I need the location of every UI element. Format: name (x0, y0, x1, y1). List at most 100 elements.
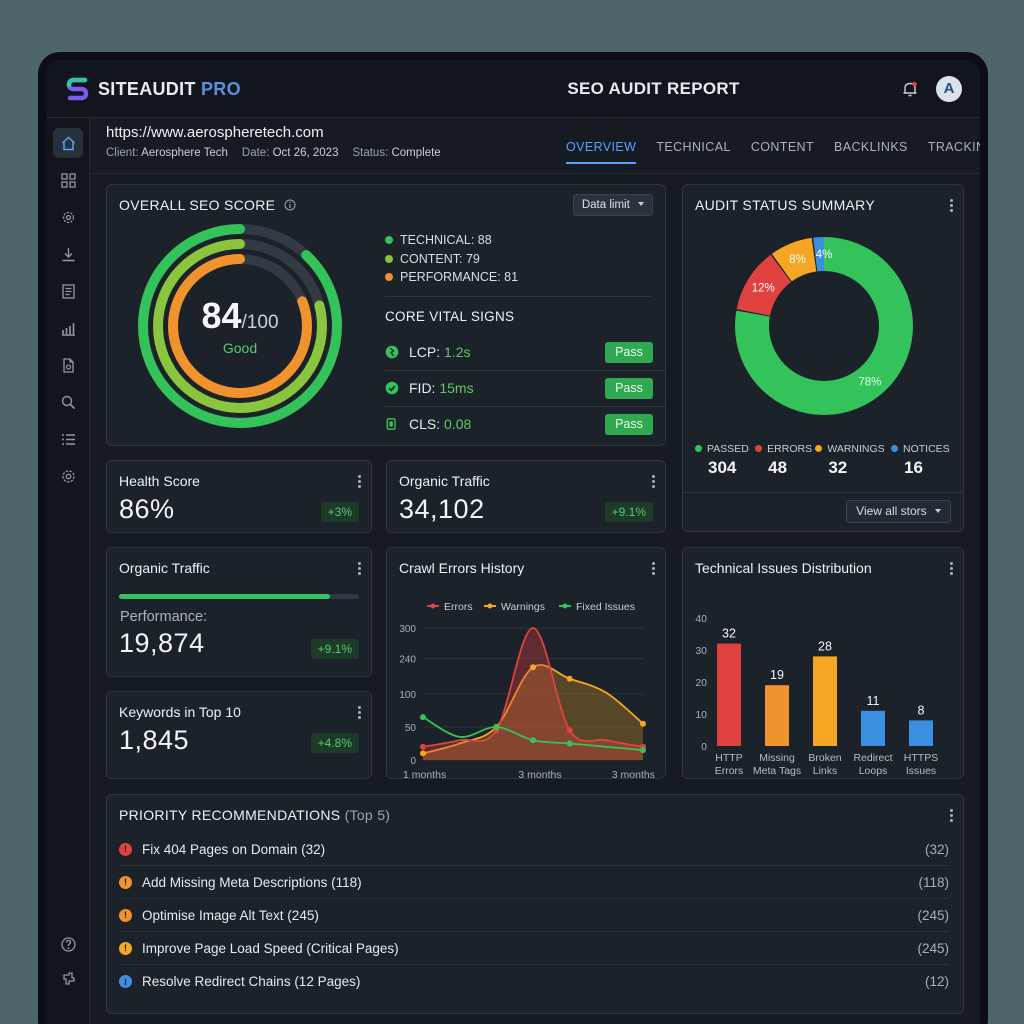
sidebar-download-icon[interactable] (53, 239, 83, 269)
performance-delta-badge: +9.1% (310, 639, 359, 659)
app-name: SITEAUDIT PRO (98, 78, 241, 99)
app-window: SITEAUDIT PRO SEO AUDIT REPORT A (46, 60, 980, 1024)
avatar[interactable]: A (936, 76, 962, 102)
recommendation-count: (118) (918, 874, 949, 890)
keywords-value: 1,845 (119, 725, 190, 755)
tab-content[interactable]: CONTENT (750, 140, 815, 154)
check-icon (385, 381, 399, 395)
more-options-icon[interactable] (357, 562, 361, 575)
recommendation-row[interactable]: ! Fix 404 Pages on Domain (32) (32) (119, 833, 949, 866)
sidebar-analytics-icon[interactable] (53, 313, 83, 343)
card-title: OVERALL SEO SCORE (119, 197, 296, 213)
data-point (493, 724, 500, 730)
info-icon[interactable] (284, 199, 296, 211)
more-options-icon[interactable] (651, 562, 655, 575)
audit-summary-card: AUDIT STATUS SUMMARY 78% 12% 8% 4% PASSED 30… (682, 184, 964, 532)
sidebar-list-icon[interactable] (53, 424, 83, 454)
alert-icon: ! (119, 908, 132, 922)
recommendation-text: Improve Page Load Speed (Critical Pages) (142, 940, 399, 956)
data-limit-dropdown[interactable]: Data limit (572, 194, 653, 216)
card-title: Health Score (119, 473, 200, 489)
alert-icon: ! (119, 842, 132, 856)
organic-traffic-delta-badge: +9.1% (604, 502, 653, 522)
tab-tracking[interactable]: TRACKING (927, 140, 980, 154)
report-tabs: OVERVIEW TECHNICAL CONTENT BACKLINKS TRA… (566, 140, 980, 164)
more-options-icon[interactable] (651, 475, 655, 488)
x-tick-label: 1 months (403, 769, 446, 778)
site-url[interactable]: https://www.aerospheretech.com (106, 124, 324, 141)
chevron-down-icon (638, 202, 644, 206)
card-title: Keywords in Top 10 (119, 704, 241, 720)
ring-content (153, 239, 327, 413)
keywords-card: Keywords in Top 10 1,845 +4.8% (106, 691, 372, 779)
tab-overview[interactable]: OVERVIEW (566, 140, 637, 164)
page-title: SEO AUDIT REPORT (567, 79, 740, 98)
data-point (566, 675, 573, 682)
sidebar-integrations-icon[interactable] (53, 963, 83, 993)
lcp-pass-badge: Pass (605, 342, 653, 363)
data-point (420, 743, 426, 750)
view-all-button[interactable]: View all stors (846, 500, 951, 523)
more-options-icon[interactable] (949, 562, 953, 575)
audit-legend: PASSED 304 ERRORS 48 WARNINGS 32 NOTICES 16 (695, 443, 955, 478)
cls-pass-badge: Pass (605, 414, 653, 435)
health-value: 86% (119, 494, 175, 524)
more-options-icon[interactable] (357, 475, 361, 488)
y-tick-label: 30 (695, 645, 707, 657)
recommendation-text: Add Missing Meta Descriptions (118) (142, 874, 362, 890)
speed-icon (385, 345, 399, 359)
data-point (530, 664, 536, 671)
recommendation-row[interactable]: ! Optimise Image Alt Text (245) (245) (119, 899, 949, 932)
x-category-label: Links (813, 765, 838, 777)
card-title: Organic Traffic (119, 560, 210, 576)
more-options-icon[interactable] (357, 706, 361, 719)
ring-technical (138, 224, 342, 428)
tab-technical[interactable]: TECHNICAL (656, 140, 731, 154)
recommendation-text: Optimise Image Alt Text (245) (142, 907, 319, 923)
more-options-icon[interactable] (949, 809, 953, 822)
app-logo[interactable]: SITEAUDIT PRO (66, 76, 241, 102)
sidebar-dashboard-icon[interactable] (53, 165, 83, 195)
sidebar-home-icon[interactable] (53, 128, 83, 158)
data-point (640, 747, 646, 754)
x-category-label: HTTP (715, 752, 742, 764)
sidebar-help-icon[interactable] (53, 929, 83, 959)
recommendations-card: PRIORITY RECOMMENDATIONS (Top 5) ! Fix 40… (106, 794, 964, 1014)
recommendation-text: Resolve Redirect Chains (12 Pages) (142, 974, 361, 989)
client-meta: Client: Aerosphere Tech (106, 147, 228, 159)
vital-row-lcp: LCP: 1.2s Pass (385, 335, 665, 371)
notification-bell-icon[interactable] (901, 80, 919, 98)
sidebar-search-icon[interactable] (53, 387, 83, 417)
crawl-errors-line-chart: 300 240 100 50 0 Errors Warnings Fixed Issues 1 … (399, 601, 655, 778)
divider (90, 173, 980, 174)
recommendation-row[interactable]: ! Add Missing Meta Descriptions (118) (118… (119, 866, 949, 899)
site-meta: Client: Aerosphere Tech Date: Oct 26, 20… (106, 147, 441, 159)
divider (385, 296, 653, 297)
y-tick-label: 0 (701, 741, 707, 753)
performance-progress-track (119, 594, 359, 599)
site-info: https://www.aerospheretech.com Client: A… (106, 124, 441, 159)
top-bar: SITEAUDIT PRO SEO AUDIT REPORT A (46, 60, 980, 118)
more-options-icon[interactable] (949, 199, 953, 212)
organic-traffic-card: Organic Traffic 34,102 +9.1% (386, 460, 666, 533)
sidebar-pages-icon[interactable] (53, 350, 83, 380)
status-meta: Status: Complete (352, 147, 441, 159)
organic-traffic-value: 34,102 (399, 494, 485, 524)
sidebar-report-icon[interactable] (53, 276, 83, 306)
data-point (420, 750, 426, 757)
tab-backlinks[interactable]: BACKLINKS (834, 140, 908, 154)
y-tick-label: 40 (695, 613, 707, 625)
score-rating: Good (222, 340, 258, 356)
recommendation-row[interactable]: i Resolve Redirect Chains (12 Pages) (12) (119, 965, 949, 998)
chevron-down-icon (935, 509, 941, 513)
sidebar-preferences-icon[interactable] (53, 461, 83, 491)
donut-label-notices: 4% (816, 249, 833, 261)
health-score-card: Health Score 86% +3% (106, 460, 372, 533)
recommendation-row[interactable]: ! Improve Page Load Speed (Critical Pages… (119, 932, 949, 965)
audit-donut-chart: 78% 12% 8% 4% (735, 237, 913, 415)
recommendation-count: (12) (924, 974, 949, 989)
legend-passed: PASSED 304 (695, 443, 755, 478)
legend-item: Fixed Issues (559, 601, 635, 613)
sidebar-settings-icon[interactable] (53, 202, 83, 232)
